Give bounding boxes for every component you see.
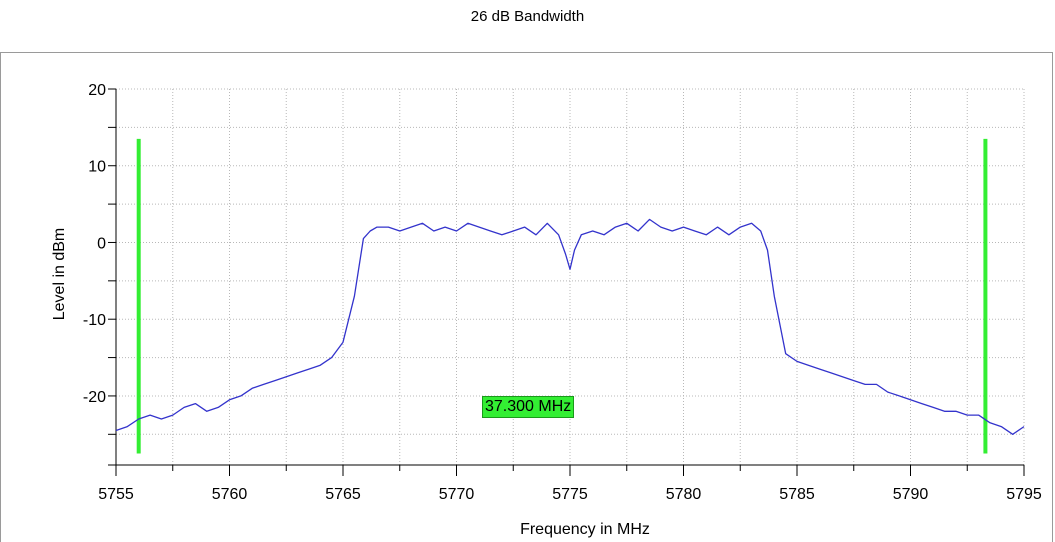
x-tick-label: 5780 [666,486,702,503]
chart-title: 26 dB Bandwidth [470,8,585,25]
x-tick-label: 5770 [439,486,475,503]
x-tick-label: 5785 [779,486,815,503]
x-tick-label: 5760 [212,486,248,503]
y-tick-label: 20 [88,82,106,99]
chart-frame [0,52,1053,542]
x-tick-label: 5790 [893,486,929,503]
x-axis-label: Frequency in MHz [520,521,650,538]
spectrum-trace-line [115,218,1025,435]
y-tick-label: 0 [97,235,106,252]
y-tick-label: -20 [83,389,106,406]
grid-lines [116,88,1025,465]
x-tick-label: 5765 [325,486,361,503]
y-tick-label: 10 [88,159,106,176]
series-group [115,218,1025,435]
x-tick-label: 5755 [98,486,134,503]
y-axis-label: Level in dBm [51,228,68,321]
axes [108,88,1025,476]
x-tick-label: 5775 [552,486,588,503]
bandwidth-markers [136,138,988,454]
bandwidth-annotation: 37.300 MHz [482,396,575,418]
tick-labels: 5755 5760 5765 5770 5775 5780 5785 5790 5795 20 10… [83,82,1042,503]
x-tick-label: 5795 [1006,486,1042,503]
y-tick-label: -10 [83,312,106,329]
